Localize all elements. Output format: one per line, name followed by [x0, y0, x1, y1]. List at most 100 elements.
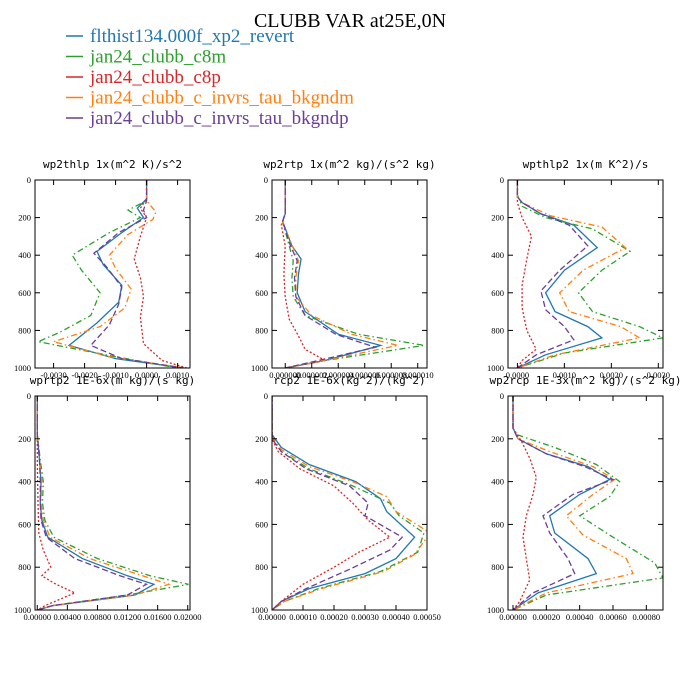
chart-panel: wp2rtp 1x(m^2 kg)/(s^2 kg) 0 200 400 600 800 1…	[251, 158, 436, 380]
series-line	[512, 396, 612, 610]
x-tick-label: 0.000004	[322, 370, 355, 380]
y-tick-label: 0	[500, 175, 504, 185]
series-line	[272, 396, 404, 610]
x-tick-label: 0.0020	[600, 370, 623, 380]
x-tick-label: -0.0020	[71, 370, 97, 380]
legend-label: jan24_clubb_c_invrs_tau_bkgndp	[89, 108, 349, 129]
series-line	[35, 180, 178, 368]
series-line	[133, 180, 188, 368]
chart-panel: wp2rcp 1E-3x(m^2 kg)/(s^2 kg) 0 200 400 600 8…	[487, 374, 682, 622]
x-tick-label: 0.0010	[553, 370, 576, 380]
plot-frame	[507, 395, 664, 611]
chart-panel: wp2thlp 1x(m^2 K)/s^2 0 200 400 600 800 1000 -0…	[14, 158, 191, 380]
series-line	[36, 396, 172, 610]
x-tick-label: 0.00030	[351, 612, 379, 622]
y-tick-label: 1000	[251, 605, 268, 615]
series-line	[516, 180, 589, 368]
y-tick-label: 400	[491, 250, 504, 260]
x-tick-label: 0.01600	[144, 612, 172, 622]
y-tick-label: 0	[27, 175, 31, 185]
x-tick-label: 0.0000	[135, 370, 158, 380]
y-tick-label: 1000	[487, 605, 504, 615]
y-tick-label: 800	[255, 562, 268, 572]
y-tick-label: 400	[255, 250, 268, 260]
x-tick-label: 0.02000	[174, 612, 202, 622]
x-tick-label: -0.0010	[102, 370, 128, 380]
legend-label: jan24_clubb_c_invrs_tau_bkgndm	[89, 88, 354, 109]
legend-label: jan24_clubb_c8p	[89, 67, 221, 88]
y-tick-label: 200	[18, 434, 31, 444]
figure-title: CLUBB VAR at25E,0N	[254, 10, 446, 32]
x-tick-label: 0.00400	[54, 612, 82, 622]
y-tick-label: 800	[18, 325, 31, 335]
x-tick-label: 0.00020	[320, 612, 348, 622]
y-tick-label: 1000	[251, 363, 268, 373]
series-line	[281, 180, 378, 368]
x-tick-label: 0.0030	[647, 370, 670, 380]
x-tick-label: 0.00800	[84, 612, 112, 622]
plot-frame	[507, 179, 664, 369]
series-line	[516, 180, 642, 368]
x-tick-label: 0.000008	[375, 370, 407, 380]
panel-title: wp2thlp 1x(m^2 K)/s^2	[43, 158, 182, 171]
y-tick-label: 0	[27, 391, 31, 401]
x-tick-label: 0.00050	[413, 612, 441, 622]
series-line	[512, 396, 615, 610]
y-tick-label: 400	[18, 250, 31, 260]
legend-label: flthist134.000f_xp2_revert	[90, 26, 295, 47]
y-tick-label: 200	[18, 213, 31, 223]
x-tick-label: 0.000006	[349, 370, 381, 380]
legend-entry: jan24_clubb_c_invrs_tau_bkgndm	[66, 88, 354, 109]
y-tick-label: 1000	[14, 363, 31, 373]
chart-panels: wp2thlp 1x(m^2 K)/s^2 0 200 400 600 800 1000 -0…	[14, 158, 682, 622]
plot-frame	[271, 179, 428, 369]
series-line	[51, 180, 184, 368]
y-tick-label: 800	[491, 562, 504, 572]
chart-panel: rcp2 1E-6x(kg^2)/(kg^2) 0 200 400 600 800 1000…	[251, 374, 441, 622]
x-tick-label: 0.00010	[289, 612, 317, 622]
y-tick-label: 200	[491, 213, 504, 223]
panel-title: wp2rcp 1E-3x(m^2 kg)/(s^2 kg)	[489, 374, 681, 387]
y-tick-label: 1000	[487, 363, 504, 373]
series-line	[272, 396, 416, 610]
legend-entry: flthist134.000f_xp2_revert	[66, 26, 295, 47]
chart-panel: wprtp2 1E-6x(m kg)/(s kg) 0 200 400 600 800 10…	[14, 374, 202, 622]
y-tick-label: 600	[255, 288, 268, 298]
x-tick-label: 0.00080	[633, 612, 661, 622]
legend-entry: jan24_clubb_c_invrs_tau_bkgndp	[66, 108, 349, 129]
series-line	[272, 396, 392, 610]
x-tick-label: 0.0010	[166, 370, 189, 380]
x-tick-label: 0.00040	[566, 612, 594, 622]
x-tick-label: 0.00000	[499, 612, 527, 622]
series-line	[36, 396, 156, 610]
chart-panel: wpthlp2 1x(m K^2)/s020040060080010000.00…	[487, 158, 670, 380]
x-tick-label: 0.000002	[296, 370, 328, 380]
plot-frame	[271, 395, 428, 611]
series-line	[512, 396, 634, 610]
x-tick-label: 0.00020	[533, 612, 561, 622]
plot-frame	[34, 179, 191, 369]
y-tick-label: 800	[491, 325, 504, 335]
x-tick-label: 0.00040	[382, 612, 410, 622]
y-tick-label: 0	[264, 391, 268, 401]
y-tick-label: 800	[18, 562, 31, 572]
x-tick-label: 0.0000	[506, 370, 529, 380]
y-tick-label: 0	[264, 175, 268, 185]
series-line	[281, 180, 399, 368]
y-tick-label: 200	[255, 213, 268, 223]
y-tick-label: 800	[255, 325, 268, 335]
panel-title: wpthlp2 1x(m K^2)/s	[523, 158, 649, 171]
series-line	[281, 180, 384, 368]
x-tick-label: 0.00000	[23, 612, 51, 622]
y-tick-label: 400	[491, 477, 504, 487]
plot-frame	[34, 395, 191, 611]
series-line	[89, 180, 184, 368]
series-line	[280, 180, 327, 368]
panel-title: rcp2 1E-6x(kg^2)/(kg^2)	[273, 374, 425, 387]
y-tick-label: 600	[491, 519, 504, 529]
series-line	[36, 396, 77, 610]
series-line	[36, 396, 189, 610]
series-line	[67, 180, 184, 368]
panel-title: wprtp2 1E-6x(m kg)/(s kg)	[30, 374, 196, 387]
